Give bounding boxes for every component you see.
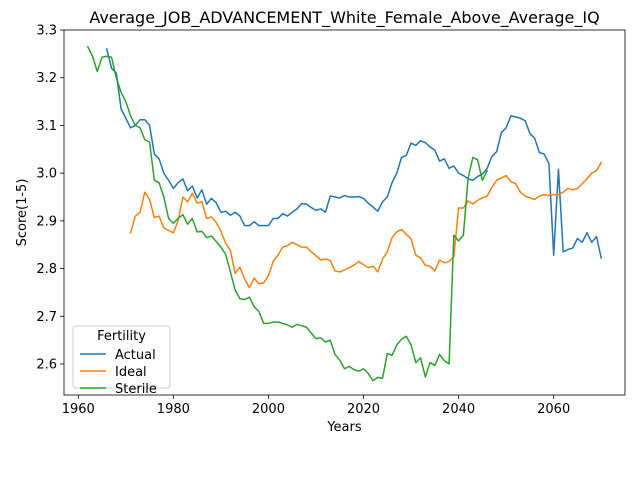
x-tick-label: 2060: [537, 402, 570, 417]
legend-entries: Actual Ideal Sterile: [80, 348, 157, 397]
y-axis-title: Score(1-5): [15, 179, 30, 247]
legend-box: [72, 325, 171, 389]
x-tick-label: 1980: [157, 402, 190, 417]
y-tick-label: 2.9: [36, 214, 57, 229]
x-tick-label: 2040: [442, 402, 475, 417]
x-axis-title: Years: [326, 420, 362, 435]
plot-frame: [63, 29, 626, 396]
plot-lines: [86, 45, 603, 382]
series-line-sterile: [86, 45, 489, 382]
y-tick-label: 3.2: [36, 71, 57, 86]
x-tick-label: 1960: [62, 402, 95, 417]
y-tick-label: 2.7: [36, 310, 57, 325]
x-tick-label: 2000: [252, 402, 285, 417]
chart-title: Average_JOB_ADVANCEMENT_White_Female_Abo…: [89, 8, 599, 28]
y-tick-label: 3.3: [36, 24, 57, 39]
legend-label-ideal: Ideal: [115, 365, 147, 380]
x-tick-label: 2020: [347, 402, 380, 417]
legend-label-actual: Actual: [115, 348, 156, 363]
series-line-ideal: [129, 161, 603, 289]
y-tick-label: 3.0: [36, 167, 57, 182]
series-line-actual: [105, 48, 603, 259]
legend-label-sterile: Sterile: [115, 382, 157, 397]
y-axis: 2.6 2.7 2.8 2.9 3.0 3.1 3.2 3.3: [36, 24, 64, 372]
y-tick-label: 2.8: [36, 262, 57, 277]
y-tick-label: 2.6: [36, 357, 57, 372]
legend: Fertility Actual Ideal Sterile: [72, 325, 171, 397]
y-tick-label: 3.1: [36, 119, 57, 134]
legend-title: Fertility: [97, 329, 146, 344]
x-axis: 1960 1980 2000 2020 2040 2060: [62, 395, 570, 417]
